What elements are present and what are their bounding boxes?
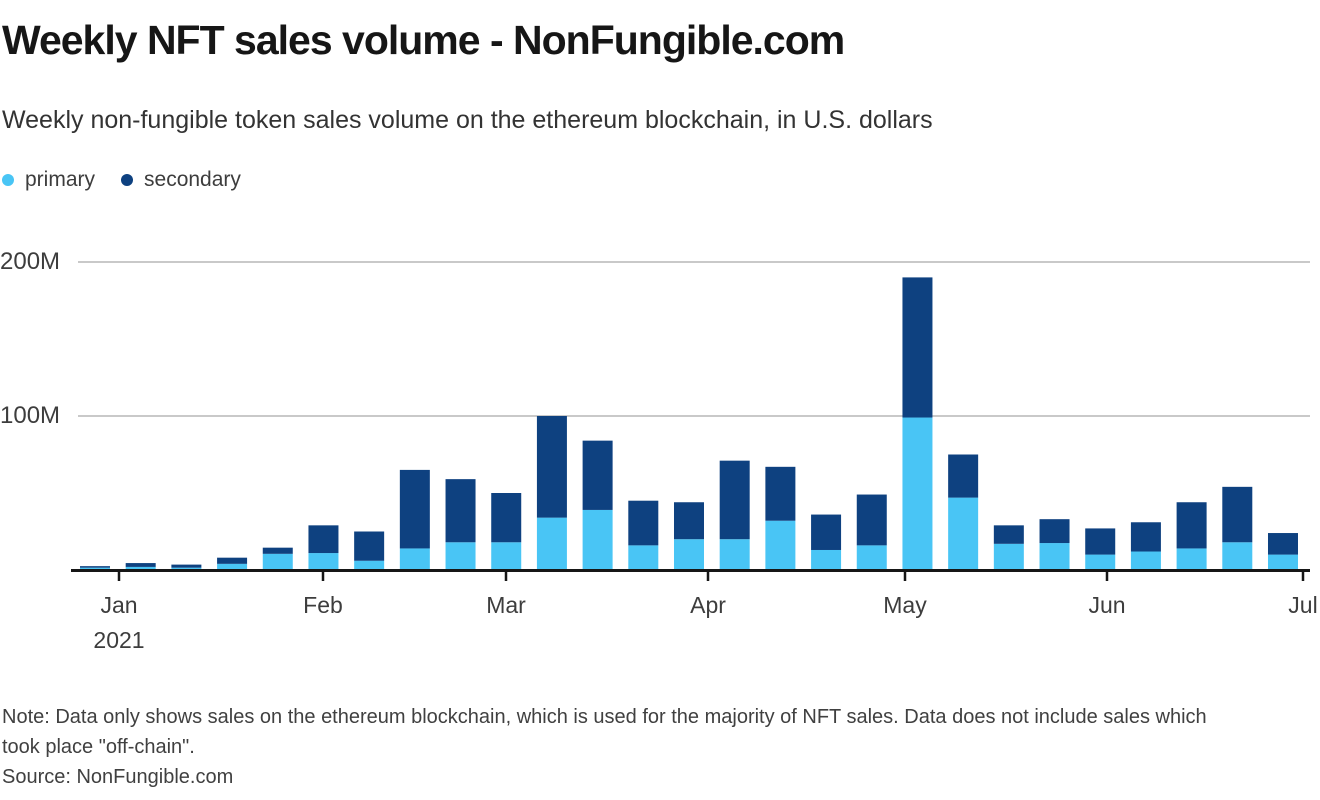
bar-primary-week-15	[719, 539, 750, 570]
bar-secondary-week-23	[1085, 528, 1116, 555]
bar-primary-week-9	[445, 542, 476, 570]
bar-secondary-week-17	[811, 514, 842, 550]
legend-item-secondary: secondary	[121, 168, 241, 192]
bar-secondary-week-11	[536, 416, 567, 518]
gridline-100M	[78, 415, 1310, 417]
footnote-line1: Note: Data only shows sales on the ether…	[2, 706, 1207, 728]
x-tick-label-jun: Jun	[1088, 592, 1126, 618]
bar-secondary-week-3	[171, 564, 202, 568]
bar-secondary-week-7	[354, 531, 385, 561]
x-tick-label-apr: Apr	[690, 592, 726, 618]
bar-secondary-week-12	[582, 440, 613, 510]
bar-secondary-week-19	[902, 277, 933, 418]
bar-primary-week-22	[1039, 543, 1070, 570]
bar-secondary-week-25	[1176, 502, 1207, 549]
bar-secondary-week-22	[1039, 519, 1070, 544]
bar-secondary-week-24	[1130, 522, 1161, 552]
chart-subtitle: Weekly non-fungible token sales volume o…	[2, 106, 933, 134]
bar-primary-week-24	[1130, 551, 1161, 570]
source-credit: Source: NonFungible.com	[2, 766, 234, 788]
x-tick-label-jan: Jan	[100, 592, 138, 618]
legend-item-primary: primary	[2, 168, 95, 192]
x-tick-jul	[1301, 570, 1305, 581]
chart-legend: primary secondary	[2, 168, 241, 192]
x-tick-jan	[117, 570, 121, 581]
x-tick-label-feb: Feb	[303, 592, 343, 618]
bar-secondary-week-15	[719, 460, 750, 540]
bar-secondary-week-18	[856, 494, 887, 546]
bar-primary-week-11	[536, 517, 567, 570]
bar-secondary-week-10	[491, 493, 522, 543]
bar-primary-week-8	[399, 548, 430, 570]
bar-primary-week-7	[354, 560, 385, 570]
y-tick-label-100M: 100M	[0, 402, 61, 429]
bar-primary-week-18	[856, 545, 887, 570]
bar-primary-week-17	[811, 549, 842, 570]
bar-primary-week-12	[582, 509, 613, 570]
bar-primary-week-27	[1267, 554, 1298, 570]
bar-secondary-week-14	[673, 502, 704, 540]
bar-primary-week-10	[491, 542, 522, 570]
page-title: Weekly NFT sales volume - NonFungible.co…	[2, 17, 845, 63]
bar-primary-week-13	[628, 545, 659, 570]
legend-label-primary: primary	[25, 168, 96, 191]
x-tick-feb	[321, 570, 325, 581]
bar-primary-week-6	[308, 553, 339, 570]
x-tick-mar	[504, 570, 508, 581]
bar-primary-week-23	[1085, 554, 1116, 570]
bar-secondary-week-27	[1267, 533, 1298, 555]
bar-secondary-week-5	[262, 547, 293, 554]
bar-primary-week-26	[1222, 542, 1253, 570]
bar-primary-week-25	[1176, 548, 1207, 570]
bar-secondary-week-26	[1222, 486, 1253, 543]
x-tick-apr	[706, 570, 710, 581]
footnote: Note: Data only shows sales on the ether…	[2, 702, 1312, 762]
legend-dot-primary-icon	[2, 174, 14, 186]
x-tick-label-may: May	[883, 592, 927, 618]
x-tick-sublabel-year: 2021	[93, 627, 145, 653]
gridline-200M	[78, 261, 1310, 263]
bar-secondary-week-2	[125, 563, 156, 567]
bar-primary-week-20	[948, 497, 979, 570]
bar-secondary-week-16	[765, 466, 796, 521]
bar-primary-week-2	[125, 566, 156, 570]
bar-primary-week-19	[902, 417, 933, 570]
footnote-line2: took place "off-chain".	[2, 736, 195, 758]
bar-secondary-week-9	[445, 479, 476, 543]
bar-primary-week-21	[993, 543, 1024, 570]
bar-secondary-week-4	[217, 557, 248, 564]
bar-primary-week-5	[262, 553, 293, 570]
bar-secondary-week-1	[80, 566, 110, 568]
bar-primary-week-4	[217, 563, 248, 570]
x-tick-label-mar: Mar	[486, 592, 526, 618]
bar-secondary-week-20	[948, 454, 979, 498]
bar-secondary-week-8	[399, 469, 430, 549]
y-tick-label-200M: 200M	[0, 248, 61, 275]
x-tick-jun	[1105, 570, 1109, 581]
bar-primary-week-1	[80, 567, 110, 570]
bar-primary-week-3	[171, 567, 202, 570]
x-axis-line	[71, 569, 1310, 572]
bar-secondary-week-13	[628, 500, 659, 546]
legend-dot-secondary-icon	[121, 174, 134, 186]
x-tick-label-jul: Jul	[1288, 592, 1318, 618]
bar-secondary-week-21	[993, 525, 1024, 544]
bar-primary-week-16	[765, 520, 796, 570]
x-tick-may	[903, 570, 907, 581]
bar-primary-week-14	[673, 539, 704, 570]
legend-label-secondary: secondary	[144, 168, 241, 191]
bar-secondary-week-6	[308, 525, 339, 554]
